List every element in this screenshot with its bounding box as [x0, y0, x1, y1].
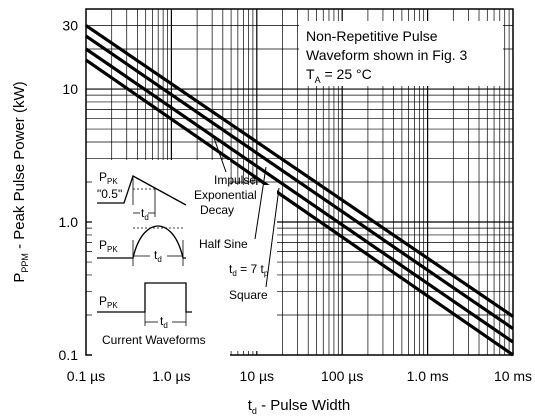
- x-tick-label: 100 µs: [321, 368, 363, 384]
- half-sine-label: Half Sine: [199, 237, 248, 251]
- x-tick-label: 1.0 ms: [407, 368, 449, 384]
- y-tick-label: 0.1: [59, 347, 79, 363]
- conditions-box: [299, 21, 503, 86]
- series-line-4: [85, 58, 514, 357]
- x-tick-label: 0.1 µs: [67, 368, 105, 384]
- x-tick-label: 1.0 µs: [152, 368, 190, 384]
- waveform-inset: PPK "0.5" td PPK td PPK td Current Wavef…: [92, 160, 277, 356]
- x-tick-label: 10 µs: [240, 368, 275, 384]
- square-label: Square: [229, 288, 268, 302]
- series-line-2: [85, 34, 514, 330]
- impulse-ppk-label: PPK: [99, 170, 118, 186]
- impulse-td-label: td: [141, 206, 149, 222]
- x-axis-title: td - Pulse Width: [248, 397, 351, 416]
- plot-frame: [85, 8, 514, 356]
- y-tick-label: 30: [62, 18, 78, 34]
- x-tick-label: 10 ms: [494, 368, 532, 384]
- conditions-line-1: Non-Repetitive Pulse: [306, 28, 438, 44]
- td-equation: td = 7 tp: [229, 262, 269, 278]
- half-sine-waveform: [97, 225, 186, 266]
- half-value-label: "0.5": [97, 187, 122, 201]
- y-tick-label: 1.0: [59, 214, 79, 230]
- x-tick-labels: 0.1 µs 1.0 µs 10 µs 100 µs 1.0 ms 10 ms: [67, 368, 532, 384]
- half-sine-td-label: td: [154, 248, 162, 264]
- y-axis-title: PPPM - Peak Pulse Power (kW): [11, 81, 30, 282]
- impulse-label-2: Exponential: [194, 188, 257, 202]
- conditions-temperature: TA = 25 °C: [306, 66, 372, 85]
- series-line-1: [85, 24, 514, 318]
- inset-title: Current Waveforms: [102, 333, 206, 347]
- conditions-line-2: Waveform shown in Fig. 3: [306, 47, 468, 63]
- y-tick-label: 10: [62, 81, 78, 97]
- impulse-label-3: Decay: [200, 203, 234, 217]
- square-td-label: td: [160, 314, 168, 330]
- impulse-label-1: Impulse: [214, 173, 256, 187]
- half-sine-ppk-label: PPK: [99, 238, 118, 254]
- square-ppk-label: PPK: [99, 294, 118, 310]
- y-tick-labels: 0.1 1.0 10 30: [59, 18, 79, 363]
- series-lines: [85, 24, 514, 357]
- impulse-waveform: [97, 175, 187, 217]
- series-line-3: [85, 47, 514, 344]
- square-waveform: [97, 282, 192, 326]
- leader-lines: [213, 137, 280, 288]
